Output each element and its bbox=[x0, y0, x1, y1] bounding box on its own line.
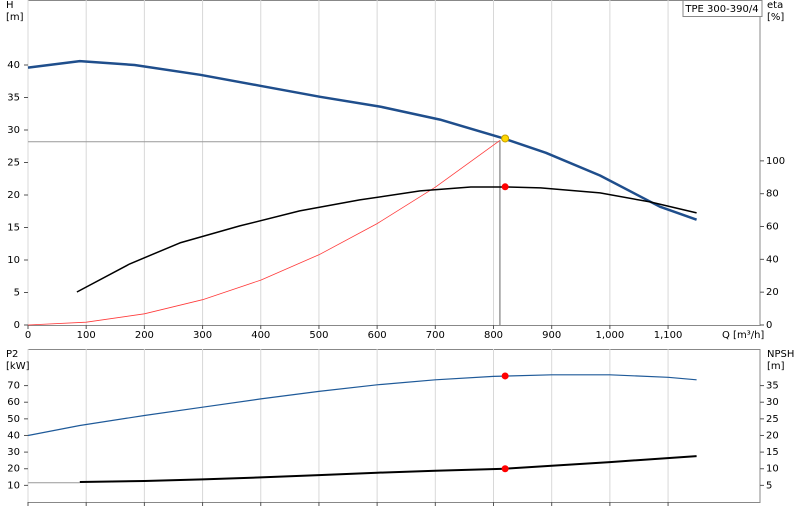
x-tick-label: 700 bbox=[426, 330, 445, 341]
y-axis-label: H bbox=[6, 0, 14, 11]
y2-axis-label: NPSH bbox=[767, 349, 794, 360]
y2-tick-label: 20 bbox=[766, 430, 779, 441]
y2-tick-label: 40 bbox=[766, 254, 779, 265]
y2-axis-label: [%] bbox=[767, 12, 784, 23]
x-tick-label: 400 bbox=[251, 330, 270, 341]
curve bbox=[76, 186, 697, 293]
plot-frame bbox=[27, 349, 761, 503]
x-tick-label: 600 bbox=[368, 330, 387, 341]
plot-frame bbox=[27, 0, 761, 326]
y-tick-label: 35 bbox=[7, 93, 20, 104]
x-tick-label: 200 bbox=[135, 330, 154, 341]
duty-point bbox=[501, 183, 509, 191]
y-tick-label: 30 bbox=[7, 447, 20, 458]
y2-tick-label: 60 bbox=[766, 222, 779, 233]
y-axis-label: P2 bbox=[6, 349, 18, 360]
y-tick-label: 0 bbox=[14, 320, 20, 331]
y-tick-label: 50 bbox=[7, 414, 20, 425]
y2-tick-label: 5 bbox=[766, 480, 772, 491]
curve bbox=[79, 455, 697, 483]
y-tick-label: 15 bbox=[7, 223, 20, 234]
duty-point bbox=[501, 134, 510, 143]
y2-tick-label: 35 bbox=[766, 381, 779, 392]
y-axis-label: [m] bbox=[6, 12, 24, 23]
x-tick-label: 100 bbox=[77, 330, 96, 341]
y-tick-label: 40 bbox=[7, 430, 20, 441]
curve bbox=[27, 140, 501, 326]
title-box bbox=[682, 0, 763, 17]
y-tick-label: 70 bbox=[7, 381, 20, 392]
y2-tick-label: 80 bbox=[766, 189, 779, 200]
curve bbox=[27, 374, 697, 437]
y-tick-label: 40 bbox=[7, 60, 20, 71]
y-tick-label: 20 bbox=[7, 464, 20, 475]
y2-axis-label: [m] bbox=[767, 361, 785, 372]
x-tick-label: 800 bbox=[484, 330, 503, 341]
curve bbox=[27, 59, 698, 221]
y2-tick-label: 25 bbox=[766, 414, 779, 425]
y-tick-label: 5 bbox=[14, 288, 20, 299]
y-tick-label: 30 bbox=[7, 125, 20, 136]
y2-tick-label: 0 bbox=[766, 320, 772, 331]
chart-title: TPE 300-390/4 bbox=[684, 4, 758, 15]
x-tick-label: 1,100 bbox=[654, 330, 683, 341]
y-tick-label: 25 bbox=[7, 158, 20, 169]
y2-tick-label: 15 bbox=[766, 447, 779, 458]
y-tick-label: 20 bbox=[7, 190, 20, 201]
y-tick-label: 60 bbox=[7, 397, 20, 408]
y-tick-label: 10 bbox=[7, 480, 20, 491]
x-tick-label: 1,000 bbox=[596, 330, 625, 341]
y2-tick-label: 10 bbox=[766, 464, 779, 475]
duty-point bbox=[501, 465, 509, 473]
duty-point bbox=[501, 372, 509, 380]
y-tick-label: 10 bbox=[7, 255, 20, 266]
x-tick-label: 0 bbox=[25, 330, 31, 341]
y2-axis-label: eta bbox=[767, 0, 783, 11]
y-axis-label: [kW] bbox=[6, 361, 30, 372]
y2-tick-label: 100 bbox=[766, 156, 785, 167]
x-tick-label: 900 bbox=[542, 330, 561, 341]
x-axis-label: Q [m³/h] bbox=[722, 330, 764, 341]
x-tick-label: 300 bbox=[193, 330, 212, 341]
y2-tick-label: 20 bbox=[766, 287, 779, 298]
x-tick-label: 500 bbox=[309, 330, 328, 341]
y2-tick-label: 30 bbox=[766, 397, 779, 408]
